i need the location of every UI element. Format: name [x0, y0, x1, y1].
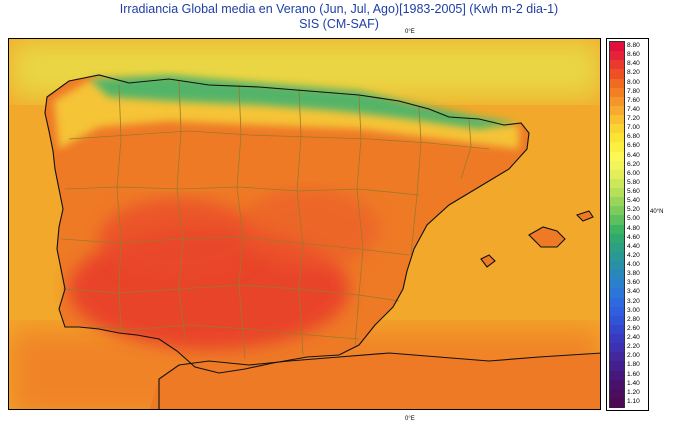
province-borders: [60, 80, 490, 360]
legend-swatch: [610, 297, 624, 308]
interior-hot-zone-3: [239, 189, 379, 269]
legend-value-label: 8.40: [627, 60, 640, 68]
legend-swatch: [610, 315, 624, 326]
legend-swatch: [610, 261, 624, 271]
map-canvas: [9, 39, 600, 409]
legend-value-label: 4.20: [627, 251, 640, 259]
legend-value-label: 1.60: [627, 370, 640, 378]
legend-swatch: [610, 169, 624, 180]
legend-swatch: [610, 397, 624, 408]
legend-swatch: [610, 151, 624, 162]
legend-swatch: [610, 370, 624, 381]
legend-value-label: 7.40: [627, 105, 640, 113]
legend-swatch: [610, 78, 624, 89]
legend-swatch: [610, 334, 624, 344]
legend-swatch: [610, 288, 624, 298]
legend-value-label: 2.00: [627, 352, 640, 360]
legend-value-label: 8.00: [627, 78, 640, 86]
legend-swatch: [610, 142, 624, 152]
legend-swatch: [610, 215, 624, 225]
irradiance-map: [8, 38, 601, 410]
legend-swatch: [610, 197, 624, 207]
legend-swatch: [610, 242, 624, 253]
legend-swatch: [610, 96, 624, 107]
legend-value-label: 5.40: [627, 197, 640, 205]
legend-value-label: 8.60: [627, 51, 640, 59]
legend-swatch: [610, 60, 624, 70]
legend-swatch: [610, 188, 624, 198]
legend-value-label: 3.00: [627, 306, 640, 314]
legend-value-label: 4.60: [627, 233, 640, 241]
legend-value-label: 2.40: [627, 334, 640, 342]
africa-coastline: [158, 352, 600, 409]
legend-swatch: [610, 324, 624, 335]
legend-value-label: 5.00: [627, 215, 640, 223]
legend-swatch: [610, 178, 624, 189]
legend-value-label: 1.40: [627, 379, 640, 387]
mallorca-coastline: [528, 226, 566, 248]
legend-swatch: [610, 160, 624, 171]
legend-value-label: 4.00: [627, 261, 640, 269]
legend-value-label: 4.80: [627, 224, 640, 232]
legend-swatch: [610, 251, 624, 262]
map-subtitle: SIS (CM-SAF): [299, 17, 379, 31]
legend-swatch: [610, 105, 624, 116]
north-green-belt: [89, 75, 519, 129]
ibiza-coastline: [480, 254, 496, 268]
legend-swatch: [610, 279, 624, 289]
legend-value-label: 1.20: [627, 388, 640, 396]
legend-value-label: 4.40: [627, 242, 640, 250]
legend-value-label: 6.00: [627, 169, 640, 177]
legend-swatch: [610, 124, 624, 134]
legend-color-bar: [609, 41, 625, 408]
legend-value-label: 6.60: [627, 142, 640, 150]
peninsula-coastline: [44, 74, 530, 374]
legend-value-label: 1.80: [627, 361, 640, 369]
legend-swatch: [610, 87, 624, 98]
legend-value-label: 6.20: [627, 160, 640, 168]
legend-swatch: [610, 233, 624, 244]
legend-swatch: [610, 306, 624, 317]
legend-swatch: [610, 51, 624, 61]
mallorca-island: [529, 227, 565, 247]
legend-swatch: [610, 133, 624, 143]
legend-swatch: [610, 379, 624, 390]
map-title: Irradiancia Global media en Verano (Jun,…: [119, 2, 559, 16]
legend-swatch: [610, 224, 624, 235]
legend-value-label: 6.80: [627, 133, 640, 141]
legend-value-label: 5.60: [627, 188, 640, 196]
legend-value-label: 2.60: [627, 324, 640, 332]
legend-value-label: 3.20: [627, 297, 640, 305]
legend-swatch: [610, 352, 624, 362]
legend-value-label: 8.20: [627, 69, 640, 77]
legend-value-label: 2.20: [627, 343, 640, 351]
legend-swatch: [610, 206, 624, 216]
legend-value-label: 3.40: [627, 288, 640, 296]
legend-swatch: [610, 69, 624, 79]
legend-value-label: 6.40: [627, 151, 640, 159]
legend-value-label: 8.80: [627, 42, 640, 50]
legend-value-label: 3.60: [627, 279, 640, 287]
legend-swatch: [610, 343, 624, 353]
legend-value-label: 5.80: [627, 178, 640, 186]
north-africa: [149, 353, 600, 409]
legend-swatch: [610, 270, 624, 280]
legend-value-label: 7.80: [627, 87, 640, 95]
legend-value-label: 3.80: [627, 270, 640, 278]
legend-value-label: 5.20: [627, 206, 640, 214]
top-longitude-label: 0°E: [405, 29, 415, 35]
legend-swatch: [610, 115, 624, 125]
legend-value-label: 2.80: [627, 315, 640, 323]
color-legend: 8.80 8.60 8.40 8.20 8.00 7.80 7.60 7.40 7.20 7.00…: [606, 38, 649, 411]
legend-swatch: [610, 42, 624, 52]
legend-swatch: [610, 388, 624, 399]
legend-value-label: 1.10: [627, 397, 640, 405]
legend-swatch: [610, 361, 624, 371]
legend-value-label: 7.20: [627, 115, 640, 123]
right-latitude-label: 40°N: [650, 209, 664, 215]
bottom-longitude-label: 0°E: [405, 416, 415, 422]
legend-value-label: 7.00: [627, 124, 640, 132]
legend-value-label: 7.60: [627, 96, 640, 104]
menorca-coastline: [575, 210, 594, 222]
